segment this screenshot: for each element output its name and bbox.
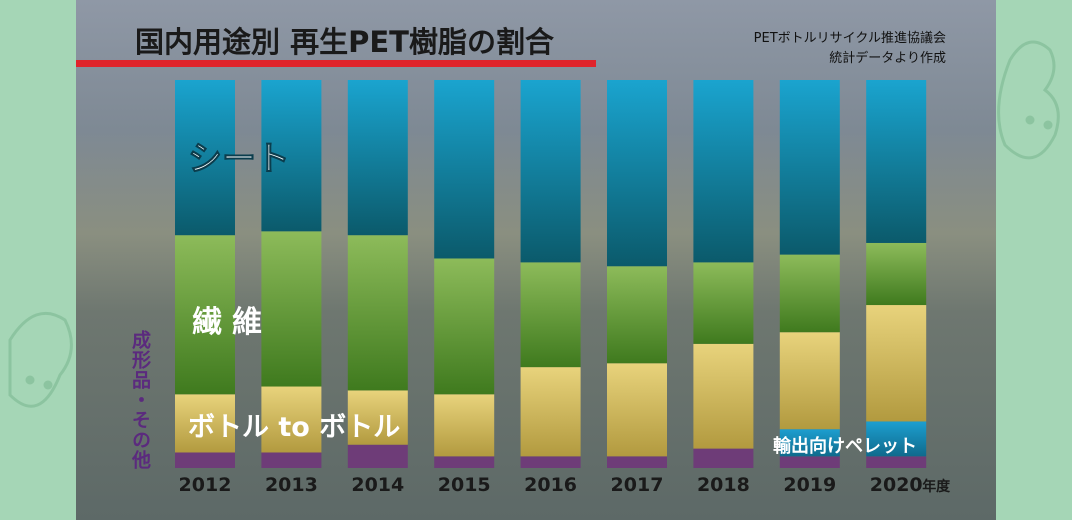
x-tick-label: 2018 [697,474,750,496]
bar-sheet-2016 [520,80,581,263]
bar-bottle-2014 [347,390,408,445]
bar-fiber-2020 [866,242,927,306]
left-border [0,0,76,520]
label-export-pellet: 輸出向けペレット [773,435,917,457]
x-tick-label: 2013 [265,474,318,496]
bar-other-2016 [520,456,581,468]
bar-sheet-2012 [175,80,235,236]
bar-export-2019 [779,429,840,457]
bar-fiber-2015 [434,258,495,395]
bar-other-2020 [866,456,927,468]
mascot-icon-right [997,40,1060,160]
bar-fiber-2014 [347,235,408,391]
bar-sheet-2019 [779,80,840,255]
bar-bottle-2015 [434,394,495,457]
bars-group [175,80,927,468]
bar-other-2012 [175,452,235,468]
bar-sheet-2014 [347,80,408,236]
x-tick-label: 2017 [611,474,664,496]
bar-fiber-2013 [261,231,322,387]
bar-other-2014 [347,444,408,468]
x-tick-label: 2019 [783,474,836,496]
bar-bottle-2016 [520,367,581,457]
label-sheet: シート [188,139,290,179]
bar-sheet-2017 [607,80,667,267]
bar-sheet-2020 [866,80,927,243]
bar-other-2018 [693,448,754,468]
label-molded-other: 成形品・その他 [129,329,152,470]
chart-title: 国内用途別 再生PET樹脂の割合 [135,25,554,59]
x-axis-labels: 2012 2013 2014 2015 2016 2017 2018 2019 2020 年度 [179,474,952,496]
bar-other-2013 [261,452,322,468]
title-red-bar [76,60,596,67]
bar-other-2017 [607,456,667,468]
x-tick-label: 2012 [179,474,232,496]
x-tick-label: 2014 [351,474,404,496]
right-border [996,0,1072,520]
source-line-2: 統計データより作成 [829,50,946,66]
bar-bottle-2013 [261,386,322,453]
bar-other-2015 [434,456,495,468]
label-fiber: 繊維 [192,305,272,340]
bar-bottle-2012 [175,394,235,453]
bar-fiber-2017 [607,266,667,364]
bar-fiber-2016 [520,262,581,368]
x-tick-label: 2020 [870,474,923,496]
source-line-1: PETボトルリサイクル推進協議会 [754,31,946,46]
x-tick-label: 2015 [438,474,491,496]
year-suffix: 年度 [922,478,951,495]
bar-export-2020 [866,421,927,457]
bar-bottle-2019 [779,332,840,430]
bar-sheet-2013 [261,80,322,232]
bar-other-2019 [779,456,840,468]
bar-bottle-2018 [693,343,754,449]
bar-sheet-2015 [434,80,495,259]
label-bottle-to-bottle: ボトル to ボトル [188,412,400,443]
mascot-icon-left [8,311,73,408]
bar-fiber-2012 [175,235,235,395]
bar-fiber-2019 [779,254,840,333]
bar-bottle-2017 [607,363,667,457]
bar-sheet-2018 [693,80,754,263]
x-tick-label: 2016 [524,474,577,496]
bar-bottle-2020 [866,305,927,422]
bar-fiber-2018 [693,262,754,344]
